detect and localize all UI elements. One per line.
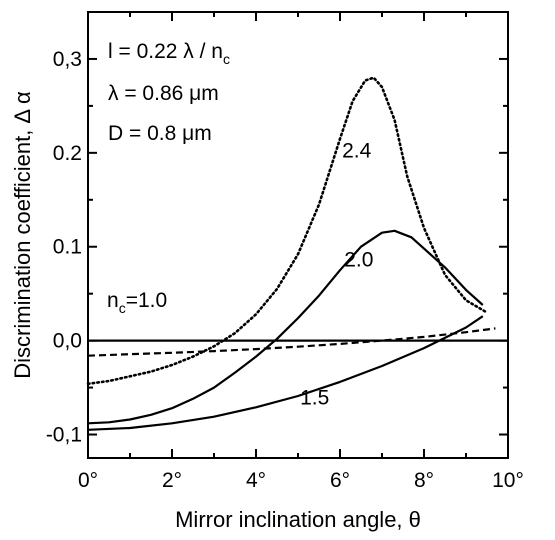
- param-line-2: λ = 0.86 μm: [108, 82, 219, 105]
- x-tick-label: 4°: [246, 469, 266, 492]
- series-line-2: [87, 315, 484, 431]
- param-line-3: D = 0.8 μm: [108, 122, 212, 145]
- curves: [86, 76, 508, 431]
- y-tick-label: 0,3: [53, 48, 82, 71]
- x-tick-label: 10°: [492, 469, 524, 492]
- series-line-3: [87, 229, 484, 425]
- tick-labels: 0° 2° 4° 6° 8° 10° -0,1 0,0 0.1 0.2 0,3: [46, 48, 524, 492]
- param-line-1: l = 0.22 λ / nc: [108, 40, 230, 67]
- curve-label: 2.4: [342, 140, 372, 163]
- curve-label: 2.0: [344, 248, 373, 271]
- plot-frame: [87, 11, 509, 459]
- y-tick-label: 0.1: [53, 236, 82, 259]
- x-tick-label: 6°: [330, 469, 350, 492]
- curve-label: 1.5: [300, 386, 329, 409]
- y-axis-title: Discrimination coefficient, Δ α: [10, 91, 35, 379]
- series-line-1: [87, 327, 496, 357]
- series-line-4: [86, 76, 489, 386]
- y-tick-label: 0,0: [53, 330, 82, 353]
- x-axis-title: Mirror inclination angle, θ: [175, 507, 421, 532]
- x-tick-label: 0°: [78, 469, 98, 492]
- x-tick-label: 2°: [162, 469, 182, 492]
- y-tick-label: -0,1: [46, 424, 82, 447]
- tick-marks: [87, 12, 509, 458]
- x-tick-label: 8°: [414, 469, 434, 492]
- y-tick-label: 0.2: [53, 142, 82, 165]
- nc-label: nc=1.0: [107, 289, 167, 316]
- annotations: 2.4 2.0 1.5: [300, 140, 373, 410]
